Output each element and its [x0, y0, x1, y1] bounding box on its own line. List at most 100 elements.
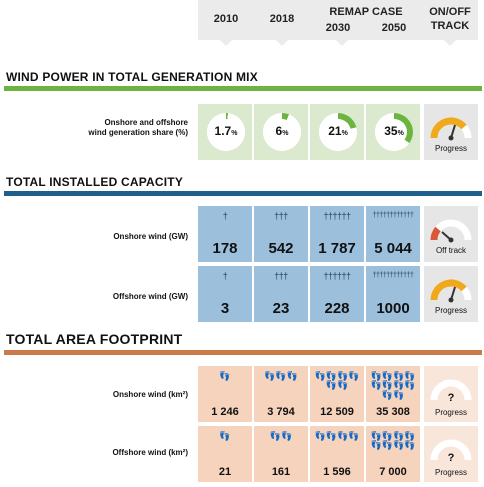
- onshore-capacity-value: 1 787: [318, 240, 356, 257]
- donut-chart: 6%: [263, 113, 301, 151]
- section-bar-blue: [4, 191, 482, 196]
- footprint-icon: 👣👣: [269, 431, 293, 441]
- offshore-capacity-value: 23: [272, 300, 290, 317]
- footprint-icon: 👣: [219, 371, 231, 381]
- generation-share-value: 1.7%: [214, 124, 238, 138]
- donut-hole: [213, 119, 239, 145]
- header-onoff-line1: ON/OFF: [429, 6, 471, 19]
- column-header-2010: 2010: [198, 0, 254, 46]
- footprint-icon: 👣👣👣: [264, 371, 298, 381]
- offshore-footprint-value: 7 000: [379, 466, 407, 478]
- header-2030-label: 2030: [325, 22, 351, 34]
- wind-turbine-icon: †: [222, 271, 228, 281]
- offshore-footprint-cell-2030: 👣👣👣👣 1 596: [310, 426, 364, 482]
- section-title-area-footprint: TOTAL AREA FOOTPRINT: [6, 331, 183, 347]
- footprint-icon: 👣👣👣👣: [314, 431, 360, 441]
- wind-turbine-icon: †††: [274, 271, 288, 281]
- onshore-capacity-value: 5 044: [374, 240, 412, 257]
- footprint-icon: 👣👣👣👣👣👣: [314, 371, 360, 391]
- offshore-capacity-cell-2030: †††††† 228: [310, 266, 364, 322]
- offshore-footprint-value: 21: [218, 466, 232, 478]
- percent-unit: %: [282, 130, 289, 137]
- column-header-remap-case: REMAP CASE 2030 2050: [310, 0, 422, 46]
- wind-turbine-icon: ††††††: [323, 271, 351, 281]
- generation-share-cell-2030: 21%: [310, 104, 364, 160]
- generation-share-value: 35%: [384, 124, 404, 138]
- section-title-installed-capacity: TOTAL INSTALLED CAPACITY: [6, 175, 184, 189]
- remap-case-label: REMAP CASE: [329, 6, 403, 18]
- offshore-footprint-track-label: Progress: [434, 468, 467, 477]
- onshore-capacity-value: 542: [268, 240, 294, 257]
- onshore-footprint-cell-2010: 👣 1 246: [198, 366, 252, 422]
- generation-share-value: 6%: [275, 124, 289, 138]
- generation-share-cell-2010: 1.7%: [198, 104, 252, 160]
- percent-unit: %: [231, 130, 238, 137]
- offshore-capacity-value: 228: [324, 300, 350, 317]
- header-2018-label: 2018: [269, 13, 295, 26]
- generation-share-cell-2050: 35%: [366, 104, 420, 160]
- offshore-footprint-cell-2010: 👣 21: [198, 426, 252, 482]
- footprint-icon: 👣👣👣👣👣👣👣👣: [370, 431, 416, 451]
- onshore-footprint-track-label: Progress: [434, 408, 467, 417]
- percent-unit: %: [397, 130, 404, 137]
- wind-turbine-icon: ††††††††††††: [372, 272, 414, 279]
- generation-share-cell-2018: 6%: [254, 104, 308, 160]
- gauge-icon: [430, 379, 472, 401]
- donut-chart: 21%: [319, 113, 357, 151]
- offshore-footprint-value: 161: [271, 466, 291, 478]
- onshore-footprint-cell-2018: 👣👣👣 3 794: [254, 366, 308, 422]
- gauge-icon: [430, 279, 472, 303]
- offshore-footprint-track-cell: ? Progress: [424, 426, 478, 482]
- onshore-capacity-track-cell: Off track: [424, 206, 478, 262]
- section-bar-orange: [4, 350, 482, 355]
- row-label-generation-share: Onshore and offshore wind generation sha…: [0, 118, 188, 139]
- onshore-footprint-cell-2030: 👣👣👣👣👣👣 12 509: [310, 366, 364, 422]
- offshore-footprint-value: 1 596: [323, 466, 351, 478]
- column-header-onoff-track: ON/OFF TRACK: [422, 0, 478, 46]
- wind-turbine-icon: †††: [274, 211, 288, 221]
- offshore-capacity-cell-2018: ††† 23: [254, 266, 308, 322]
- donut-hole: [325, 119, 351, 145]
- generation-share-track-cell: Progress: [424, 104, 478, 160]
- row-label-offshore-footprint: Offshore wind (km²): [112, 448, 188, 457]
- onshore-capacity-cell-2018: ††† 542: [254, 206, 308, 262]
- onshore-capacity-cell-2050: †††††††††††† 5 044: [366, 206, 420, 262]
- donut-hole: [381, 119, 407, 145]
- donut-chart: 35%: [375, 113, 413, 151]
- row-label-offshore-capacity: Offshore wind (GW): [112, 292, 188, 301]
- wind-turbine-icon: †: [222, 211, 228, 221]
- offshore-capacity-track-cell: Progress: [424, 266, 478, 322]
- donut-hole: [269, 119, 295, 145]
- onshore-footprint-value: 3 794: [267, 406, 295, 418]
- offshore-capacity-value: 3: [220, 300, 230, 317]
- offshore-capacity-cell-2050: †††††††††††† 1000: [366, 266, 420, 322]
- header-onoff-line2: TRACK: [430, 20, 470, 32]
- wind-turbine-icon: ††††††††††††: [372, 212, 414, 219]
- section-bar-green: [4, 86, 482, 91]
- onshore-footprint-value: 12 509: [320, 406, 354, 418]
- offshore-footprint-cell-2050: 👣👣👣👣👣👣👣👣 7 000: [366, 426, 420, 482]
- header-2050-label: 2050: [381, 22, 407, 34]
- wind-turbine-icon: ††††††: [323, 211, 351, 221]
- offshore-footprint-cell-2018: 👣👣 161: [254, 426, 308, 482]
- footprint-icon: 👣👣👣👣👣👣👣👣👣👣: [370, 371, 416, 400]
- section-title-generation-mix: WIND POWER IN TOTAL GENERATION MIX: [6, 70, 258, 84]
- question-mark-icon: ?: [447, 392, 455, 404]
- row-label-generation-share-line1: Onshore and offshore: [104, 118, 188, 127]
- offshore-capacity-cell-2010: † 3: [198, 266, 252, 322]
- onshore-capacity-track-label: Off track: [435, 246, 467, 255]
- onshore-footprint-value: 35 308: [376, 406, 410, 418]
- onshore-capacity-value: 178: [212, 240, 238, 257]
- footprint-icon: 👣: [219, 431, 231, 441]
- gauge-icon: [430, 439, 472, 461]
- offshore-capacity-track-label: Progress: [434, 306, 467, 315]
- row-label-onshore-capacity: Onshore wind (GW): [113, 232, 188, 241]
- onshore-footprint-track-cell: ? Progress: [424, 366, 478, 422]
- generation-share-track-label: Progress: [434, 144, 467, 153]
- generation-share-value: 21%: [328, 124, 348, 138]
- question-mark-icon: ?: [447, 452, 455, 464]
- onshore-footprint-value: 1 246: [211, 406, 239, 418]
- row-label-generation-share-line2: wind generation share (%): [88, 128, 188, 138]
- header-2010-label: 2010: [213, 13, 239, 26]
- percent-unit: %: [341, 130, 348, 137]
